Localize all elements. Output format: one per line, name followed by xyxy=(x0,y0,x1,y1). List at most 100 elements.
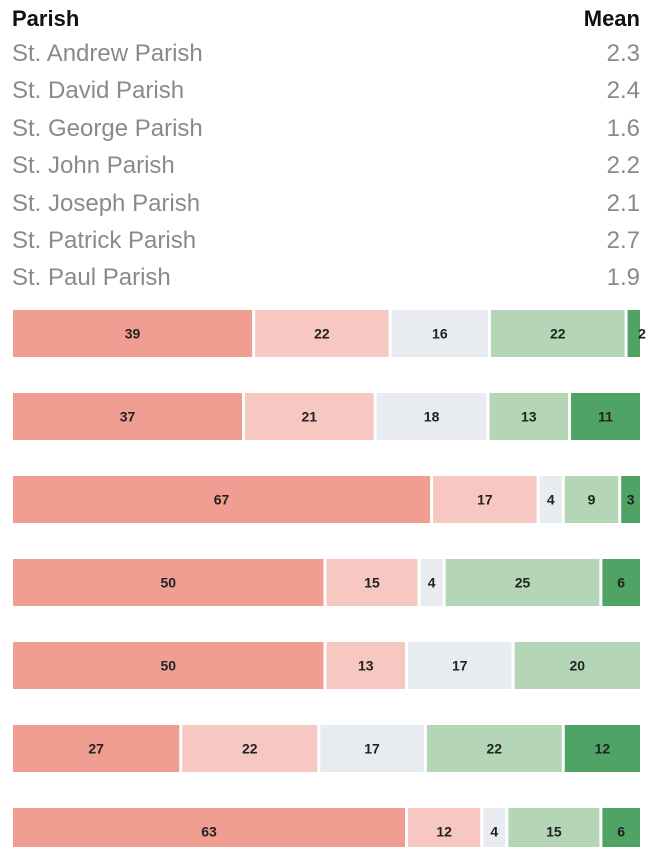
bar-segment xyxy=(602,559,640,606)
parish-mean-table: Parish Mean St. Andrew Parish 2.3 St. Da… xyxy=(12,4,640,296)
bar-segment-label: 6 xyxy=(617,575,625,591)
bar-segment xyxy=(182,725,318,772)
bar-row: 67 17 4 9 3 xyxy=(13,476,640,523)
bar-segment xyxy=(621,476,640,523)
bar-segment xyxy=(433,476,537,523)
bar-segment xyxy=(13,476,431,523)
bar-row: 27 22 17 22 12 xyxy=(13,725,640,772)
bar-row: 50 15 4 25 6 xyxy=(13,559,640,606)
parish-column-header: Parish xyxy=(12,6,80,31)
bar-segment-label: 63 xyxy=(201,824,217,840)
bar-segment-label: 27 xyxy=(88,741,104,757)
bar-segment xyxy=(376,393,487,440)
bar-segment-label: 18 xyxy=(424,409,440,425)
bar-segment xyxy=(13,725,180,772)
table-row: St. Patrick Parish 2.7 xyxy=(12,221,640,258)
bar-segment xyxy=(564,725,640,772)
bar-segment xyxy=(539,476,562,523)
table-row: St. Joseph Parish 2.1 xyxy=(12,184,640,221)
bar-segment-label: 4 xyxy=(547,492,555,508)
table-row: St. Andrew Parish 2.3 xyxy=(12,34,640,71)
bar-segment-label: 22 xyxy=(550,326,566,342)
bar-row: 50 13 17 20 xyxy=(13,642,640,689)
bar-segment-label: 20 xyxy=(570,658,586,674)
bar-segment-label: 12 xyxy=(595,741,611,757)
bar-segment xyxy=(326,559,418,606)
bar-segment xyxy=(420,559,443,606)
bar-row: 39 22 16 22 2 xyxy=(13,310,646,357)
bar-segment xyxy=(255,310,389,357)
bar-segment-label: 37 xyxy=(120,409,136,425)
mean-value: 1.6 xyxy=(606,114,640,142)
bar-segment xyxy=(408,808,481,847)
parish-name: St. John Parish xyxy=(12,152,175,180)
mean-value: 2.1 xyxy=(606,189,640,217)
bar-segment xyxy=(13,393,242,440)
parish-name: St. David Parish xyxy=(12,77,185,105)
bar-segment-label: 11 xyxy=(598,409,613,425)
bar-segment-label: 13 xyxy=(521,409,537,425)
mean-value: 2.7 xyxy=(606,226,640,254)
bar-row: 37 21 18 13 11 xyxy=(13,393,640,440)
bar-segment xyxy=(491,310,625,357)
bar-segment xyxy=(13,642,324,689)
parish-name: St. George Parish xyxy=(12,114,203,142)
bar-segment xyxy=(571,393,640,440)
bar-segment xyxy=(483,808,506,847)
bar-segment xyxy=(426,725,562,772)
table-header: Parish Mean xyxy=(12,4,640,34)
bar-segment-label: 12 xyxy=(436,824,452,840)
bar-segment-label: 17 xyxy=(477,492,493,508)
bar-segment-label: 50 xyxy=(160,658,176,674)
bar-segment xyxy=(508,808,600,847)
table-row: St. George Parish 1.6 xyxy=(12,109,640,146)
bar-segment xyxy=(326,642,406,689)
bar-segment-label: 22 xyxy=(242,741,258,757)
bar-segment xyxy=(408,642,512,689)
bar-segment-label: 22 xyxy=(314,326,330,342)
table-row: St. Paul Parish 1.9 xyxy=(12,258,640,295)
bar-segment-label: 16 xyxy=(432,326,448,342)
bar-segment-label: 17 xyxy=(452,658,468,674)
mean-value: 1.9 xyxy=(606,264,640,292)
parish-name: St. Andrew Parish xyxy=(12,40,203,67)
bar-segment xyxy=(244,393,374,440)
bar-segment xyxy=(445,559,600,606)
bar-segment xyxy=(564,476,619,523)
bar-segment-label: 21 xyxy=(302,409,318,425)
bar-segment-label: 17 xyxy=(364,741,380,757)
bar-segment-label: 13 xyxy=(358,658,374,674)
bar-segment xyxy=(489,393,569,440)
bar-segment xyxy=(627,310,640,357)
bar-row: 63 12 4 15 6 xyxy=(13,808,640,847)
bar-segment xyxy=(514,642,640,689)
mean-column-header: Mean xyxy=(583,6,640,31)
mean-value: 2.4 xyxy=(606,77,640,105)
bar-segment xyxy=(391,310,489,357)
bar-segment xyxy=(13,310,253,357)
bar-segment-label: 4 xyxy=(490,824,498,840)
mean-value: 2.3 xyxy=(606,40,640,67)
bar-segment-label: 67 xyxy=(214,492,230,508)
bar-segment xyxy=(602,808,640,847)
bar-segment-label: 39 xyxy=(125,326,141,342)
mean-value: 2.2 xyxy=(606,152,640,180)
parish-name: St. Patrick Parish xyxy=(12,226,197,254)
bar-segment-label: 2 xyxy=(638,326,646,342)
bar-segment xyxy=(13,808,406,847)
bar-segment-label: 6 xyxy=(617,824,625,840)
table-row: St. David Parish 2.4 xyxy=(12,71,640,108)
bar-segment-label: 4 xyxy=(428,575,436,591)
bar-segment-label: 22 xyxy=(487,741,503,757)
parish-name: St. Joseph Parish xyxy=(12,189,201,217)
bar-segment xyxy=(13,559,324,606)
bar-segment-label: 9 xyxy=(588,492,596,508)
bar-segment-label: 15 xyxy=(546,824,562,840)
bar-segment-label: 3 xyxy=(627,492,635,508)
table-row: St. John Parish 2.2 xyxy=(12,146,640,183)
bar-segment-label: 25 xyxy=(515,575,531,591)
bar-segment xyxy=(320,725,424,772)
parish-name: St. Paul Parish xyxy=(12,264,171,292)
bar-segment-label: 50 xyxy=(160,575,176,591)
